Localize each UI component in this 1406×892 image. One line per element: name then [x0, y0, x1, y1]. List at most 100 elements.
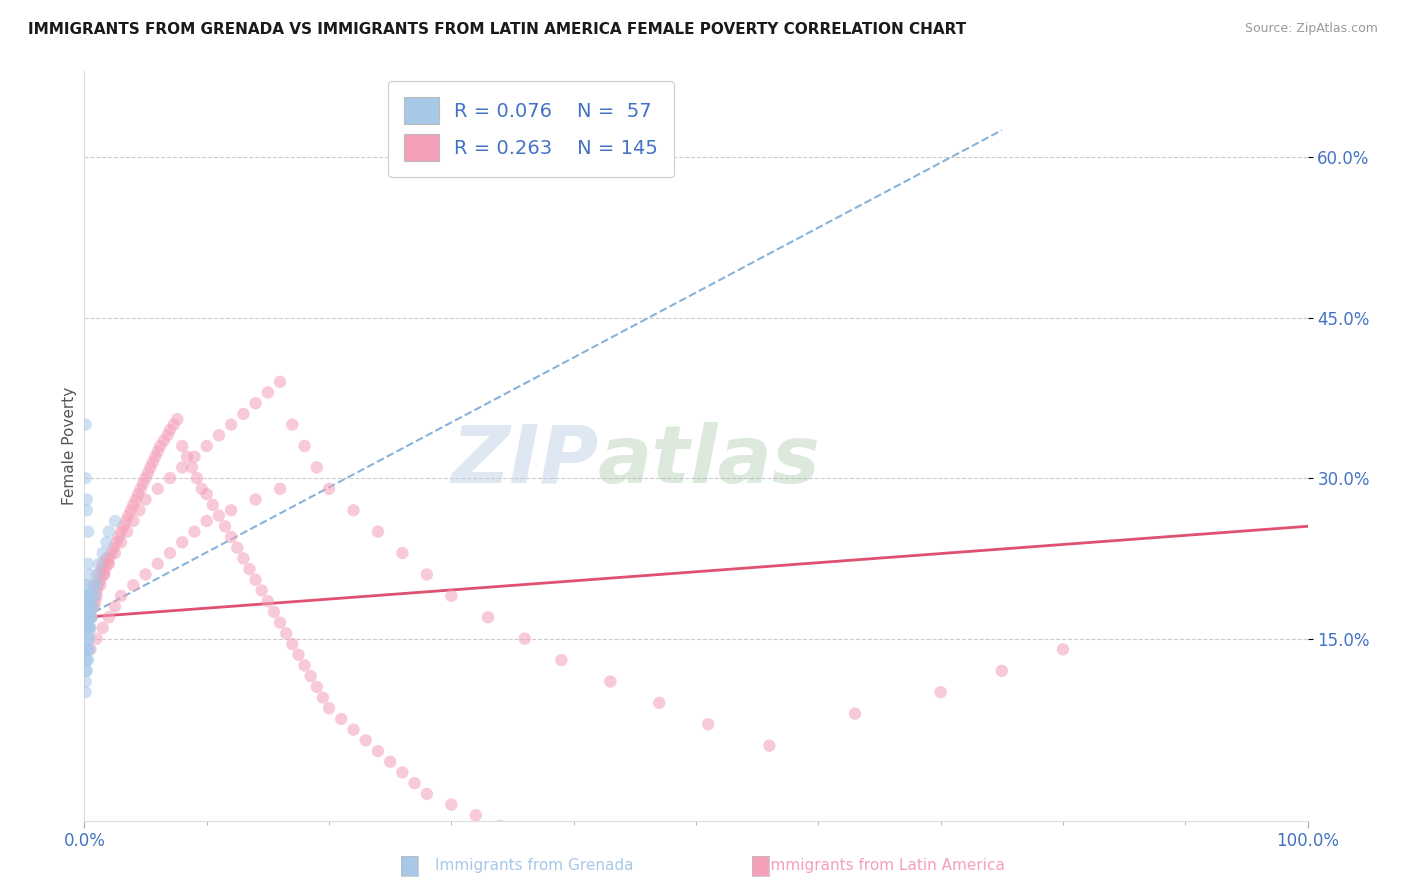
- Text: IMMIGRANTS FROM GRENADA VS IMMIGRANTS FROM LATIN AMERICA FEMALE POVERTY CORRELAT: IMMIGRANTS FROM GRENADA VS IMMIGRANTS FR…: [28, 22, 966, 37]
- Point: [75, 610, 97, 624]
- Point: [110, 524, 132, 539]
- Point: [76, 503, 98, 517]
- Point: [75, 589, 97, 603]
- Point: [76, 578, 98, 592]
- Point: [86, 567, 108, 582]
- Point: [75, 599, 97, 614]
- Point: [281, 417, 304, 432]
- Point: [76, 632, 98, 646]
- Point: [110, 589, 132, 603]
- Point: [166, 412, 188, 426]
- Point: [599, 674, 621, 689]
- Point: [135, 567, 157, 582]
- Point: [75, 653, 97, 667]
- Point: [624, 872, 647, 887]
- Point: [146, 482, 169, 496]
- Point: [153, 434, 176, 448]
- Point: [214, 519, 236, 533]
- Point: [183, 450, 205, 464]
- Point: [125, 492, 148, 507]
- Point: [844, 706, 866, 721]
- Point: [172, 535, 194, 549]
- Point: [75, 642, 97, 657]
- Point: [75, 685, 97, 699]
- Point: [159, 471, 181, 485]
- Point: [661, 883, 683, 892]
- Point: [89, 578, 111, 592]
- Point: [83, 578, 105, 592]
- Point: [219, 530, 242, 544]
- Point: [257, 594, 280, 608]
- Point: [139, 460, 162, 475]
- Point: [136, 466, 159, 480]
- Point: [91, 621, 114, 635]
- Text: atlas: atlas: [598, 422, 821, 500]
- Point: [79, 610, 101, 624]
- Point: [122, 578, 145, 592]
- Point: [110, 535, 132, 549]
- Point: [159, 423, 181, 437]
- Point: [115, 524, 138, 539]
- Point: [75, 417, 97, 432]
- Point: [97, 610, 120, 624]
- Point: [276, 626, 298, 640]
- Point: [312, 690, 335, 705]
- Point: [538, 840, 561, 855]
- Point: [79, 589, 101, 603]
- Point: [76, 492, 98, 507]
- Point: [440, 589, 463, 603]
- Point: [391, 765, 413, 780]
- Point: [94, 562, 117, 576]
- Point: [115, 514, 138, 528]
- Point: [294, 658, 316, 673]
- Point: [87, 567, 110, 582]
- Point: [758, 739, 780, 753]
- Point: [299, 669, 322, 683]
- Point: [342, 503, 364, 517]
- Point: [77, 557, 100, 571]
- Point: [76, 621, 98, 635]
- Point: [93, 567, 115, 582]
- Point: [128, 503, 150, 517]
- Point: [149, 439, 172, 453]
- Point: [195, 487, 218, 501]
- Point: [86, 632, 108, 646]
- Point: [112, 519, 135, 533]
- Point: [550, 653, 572, 667]
- Point: [648, 696, 671, 710]
- Text: Immigrants from Latin America: Immigrants from Latin America: [766, 858, 1005, 872]
- Point: [105, 535, 128, 549]
- Point: [83, 589, 105, 603]
- Point: [172, 460, 194, 475]
- Point: [245, 492, 267, 507]
- Point: [77, 642, 100, 657]
- Point: [77, 524, 100, 539]
- Point: [87, 557, 110, 571]
- Point: [269, 482, 291, 496]
- Point: [97, 524, 120, 539]
- Point: [367, 524, 389, 539]
- Point: [77, 621, 100, 635]
- Point: [80, 610, 103, 624]
- Point: [77, 599, 100, 614]
- Point: [83, 589, 105, 603]
- Point: [89, 573, 111, 587]
- Point: [75, 674, 97, 689]
- Point: [77, 621, 100, 635]
- Point: [77, 642, 100, 657]
- Point: [305, 680, 328, 694]
- Point: [367, 744, 389, 758]
- Point: [697, 717, 720, 731]
- Point: [440, 797, 463, 812]
- Point: [77, 632, 100, 646]
- Point: [75, 471, 97, 485]
- Point: [146, 557, 169, 571]
- Point: [219, 417, 242, 432]
- Point: [208, 428, 231, 442]
- Point: [97, 557, 120, 571]
- Point: [97, 551, 120, 566]
- Text: Source: ZipAtlas.com: Source: ZipAtlas.com: [1244, 22, 1378, 36]
- Point: [159, 546, 181, 560]
- Point: [176, 450, 198, 464]
- Point: [342, 723, 364, 737]
